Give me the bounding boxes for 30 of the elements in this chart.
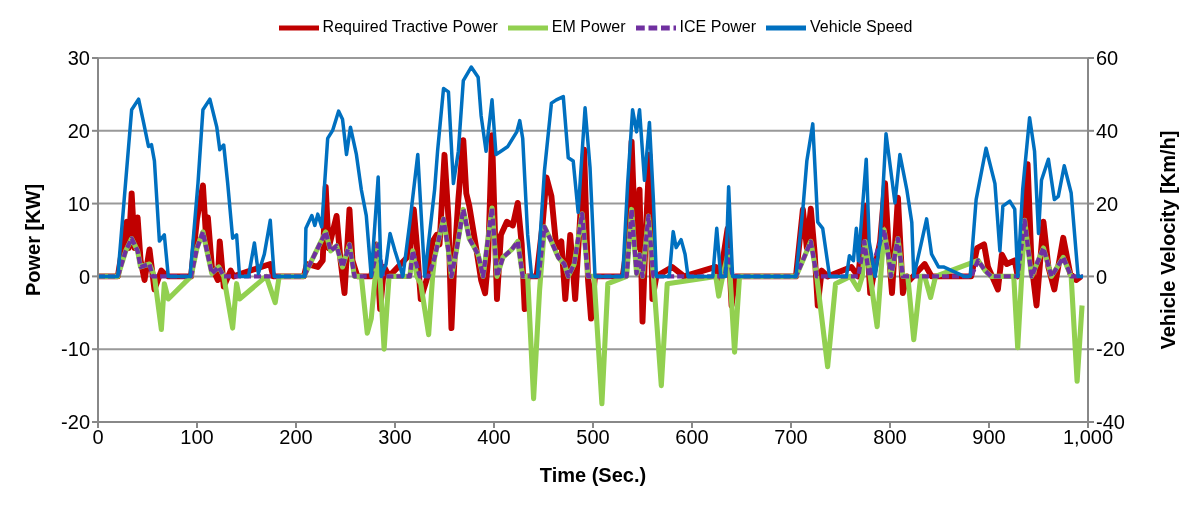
line-series — [98, 65, 1085, 279]
y-tick-label: -20 — [61, 411, 90, 434]
x-axis-title: Time (Sec.) — [539, 464, 647, 486]
y2-tick-label: 40 — [1096, 119, 1119, 142]
x-tick-label: 800 — [873, 426, 907, 449]
legend-label: Required Tractive Power — [322, 18, 498, 36]
y2-axis-title: Vehicle Velocity [Km/h] — [1157, 130, 1180, 350]
legend-label: EM Power — [551, 18, 626, 36]
y-tick-label: 30 — [67, 47, 90, 70]
x-tick-label: 400 — [477, 426, 511, 449]
y-tick-label: 0 — [78, 265, 90, 288]
x-tick-label: 700 — [774, 426, 808, 449]
y-axis-title: Power [KW] — [22, 183, 45, 297]
legend-label: ICE Power — [679, 18, 757, 36]
y2-tick-label: 60 — [1096, 47, 1119, 70]
y2-tick-label: -20 — [1096, 338, 1125, 361]
y-tick-label: -10 — [61, 338, 90, 361]
line-series — [98, 205, 1086, 279]
x-tick-label: 0 — [92, 426, 104, 449]
x-tick-label: 100 — [180, 426, 214, 449]
x-tick-label: 300 — [378, 426, 412, 449]
legend-label: Vehicle Speed — [810, 18, 913, 36]
x-tick-label: 500 — [576, 426, 610, 449]
y-tick-label: 10 — [67, 192, 90, 215]
y-tick-label: 20 — [67, 119, 90, 142]
y2-tick-label: 20 — [1096, 192, 1119, 215]
x-tick-label: 900 — [972, 426, 1006, 449]
x-tick-label: 600 — [675, 426, 709, 449]
x-tick-label: 200 — [279, 426, 313, 449]
y2-tick-label: 0 — [1096, 265, 1108, 288]
